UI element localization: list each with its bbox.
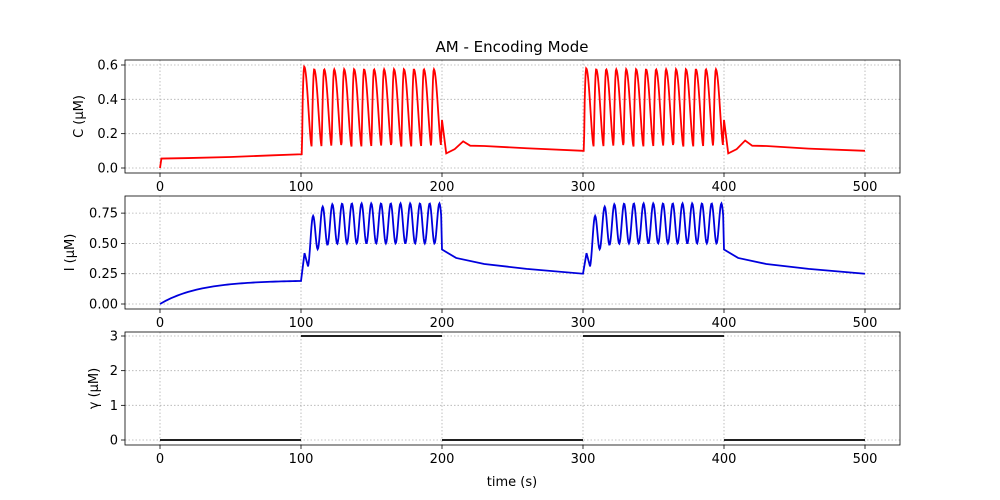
panel-i-ylabel: I (μM) [63,234,78,272]
panel-c: 0 100 200 300 400 500 0.0 0.2 0.4 0.6 C (μM) [72,59,901,195]
x-tick-label: 500 [853,452,878,467]
series-i-line [159,201,866,305]
x-tick-label: 100 [289,316,314,331]
y-tick-label: 3 [110,330,118,345]
y-tick-label: 0.00 [89,298,118,313]
panel-c-ylabel: C (μM) [72,95,87,138]
panel-gamma-ylabel: γ (μM) [87,368,102,409]
x-tick-label: 500 [853,180,878,195]
x-tick-label: 400 [712,452,737,467]
y-tick-label: 0.6 [97,59,118,74]
x-tick-label: 500 [853,316,878,331]
x-tick-label: 200 [430,452,455,467]
chart-title: AM - Encoding Mode [436,38,589,56]
x-tick-label: 200 [430,316,455,331]
x-tick-label: 0 [156,180,164,195]
x-tick-label: 100 [289,452,314,467]
x-tick-label: 0 [156,452,164,467]
x-axis-label: time (s) [487,475,537,490]
series-c-line [159,64,866,169]
y-tick-label: 0.25 [89,267,118,282]
x-tick-label: 400 [712,316,737,331]
y-tick-label: 0.50 [89,237,118,252]
y-tick-label: 1 [110,399,118,414]
panel-gamma: 0 100 200 300 400 500 0 1 2 3 γ (μM) [87,330,901,467]
x-tick-label: 200 [430,180,455,195]
x-tick-label: 0 [156,316,164,331]
x-tick-label: 300 [571,452,596,467]
y-tick-label: 0 [110,434,118,449]
panel-gamma-frame [124,331,901,446]
y-tick-label: 0.2 [97,127,118,142]
series-gamma-line [160,335,865,441]
panel-i-frame [124,195,901,310]
y-tick-label: 0.0 [97,162,118,177]
y-tick-label: 2 [110,364,118,379]
x-tick-label: 300 [571,180,596,195]
y-tick-label: 0.4 [97,93,118,108]
x-tick-label: 100 [289,180,314,195]
x-tick-label: 300 [571,316,596,331]
panel-i: 0 100 200 300 400 500 0.00 0.25 0.50 0.75 I (μM) [63,195,901,331]
y-tick-label: 0.75 [89,207,118,222]
panel-c-frame [124,59,901,174]
x-tick-label: 400 [712,180,737,195]
